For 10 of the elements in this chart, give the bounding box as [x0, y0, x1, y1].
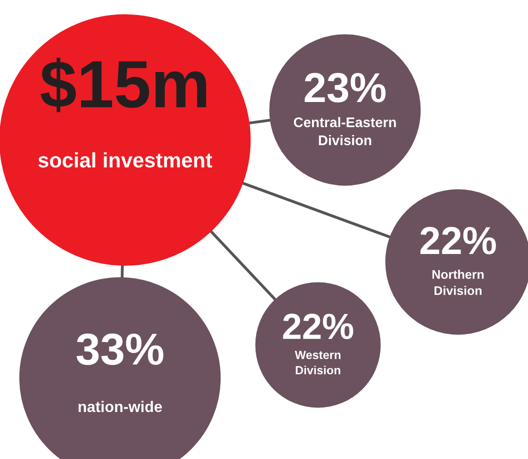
- category-label: nation-wide: [78, 400, 162, 412]
- category-label: Western Division: [294, 350, 340, 374]
- text: $15m: [40, 58, 206, 112]
- data-label: 33%: [76, 333, 164, 365]
- text: social investment: [38, 152, 212, 168]
- data-label: 22%: [283, 314, 354, 340]
- data-label: 23%: [304, 72, 386, 102]
- data-label: 22%: [420, 226, 496, 254]
- category-label: Northern Division: [432, 270, 484, 296]
- category-label: Central-Eastern Division: [294, 117, 396, 146]
